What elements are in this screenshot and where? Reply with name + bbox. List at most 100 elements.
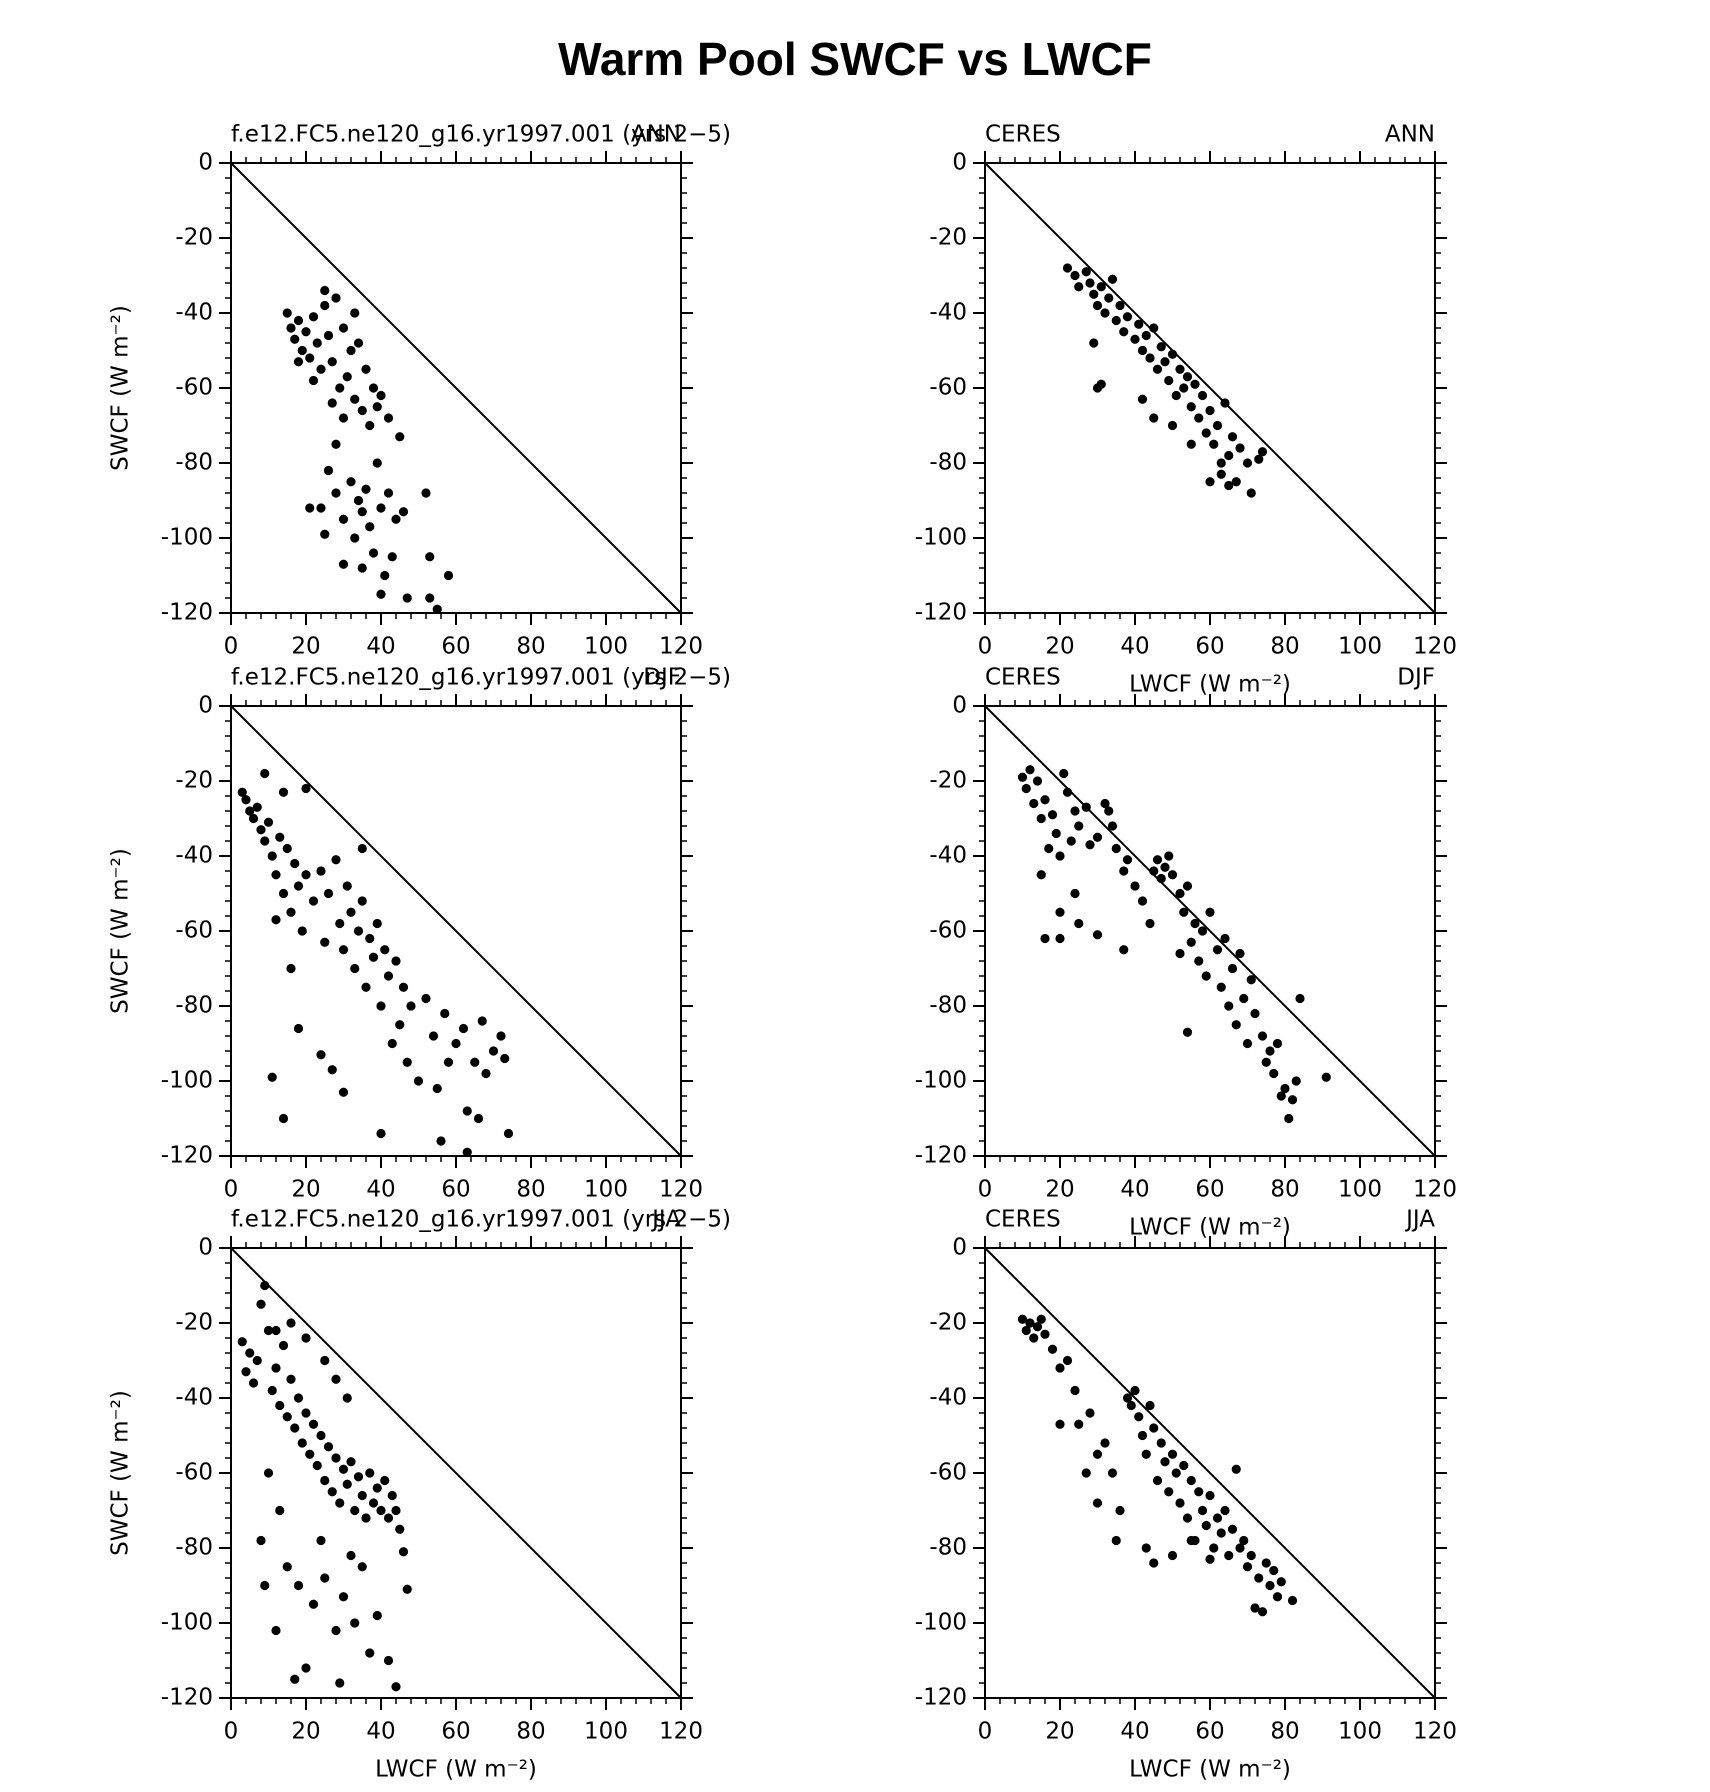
- scatter-point: [256, 1299, 266, 1309]
- x-tick-label: 60: [1195, 1719, 1224, 1745]
- scatter-point: [365, 933, 375, 944]
- scatter-point: [1179, 907, 1189, 917]
- scatter-point: [372, 1483, 382, 1493]
- scatter-point: [338, 323, 349, 333]
- scatter-point: [368, 1498, 379, 1508]
- scatter-point: [320, 937, 330, 947]
- scatter-point: [1287, 1595, 1298, 1606]
- scatter-point: [1111, 843, 1121, 854]
- scatter-point: [346, 907, 356, 917]
- y-tick-label: -60: [175, 1460, 213, 1486]
- scatter-point: [1107, 821, 1118, 831]
- scatter-point: [1179, 1460, 1189, 1471]
- scatter-point: [308, 312, 319, 322]
- scatter-point: [278, 1340, 289, 1351]
- scatter-point: [282, 1562, 292, 1572]
- x-tick-label: 60: [1195, 634, 1224, 660]
- scatter-point: [350, 1505, 360, 1516]
- scatter-point: [1115, 300, 1125, 311]
- y-tick-label: -100: [161, 525, 213, 551]
- scatter-point: [293, 315, 304, 326]
- x-tick-label: 20: [291, 634, 320, 660]
- scatter-point: [406, 1001, 416, 1011]
- scatter-point: [1160, 357, 1170, 367]
- scatter-point: [1036, 1314, 1046, 1324]
- scatter-point: [338, 1087, 349, 1097]
- x-tick-label: 100: [1338, 1177, 1382, 1203]
- scatter-point: [252, 802, 262, 812]
- scatter-point: [1081, 1468, 1091, 1478]
- scatter-point: [1070, 1385, 1080, 1396]
- scatter-point: [383, 971, 394, 981]
- scatter-point: [1186, 1535, 1196, 1546]
- scatter-point: [1269, 1565, 1279, 1576]
- scatter-point: [395, 1524, 405, 1534]
- y-tick-label: -100: [915, 1068, 967, 1094]
- scatter-point: [1167, 349, 1178, 359]
- scatter-point: [1055, 851, 1065, 861]
- scatter-point: [1224, 480, 1234, 491]
- scatter-point: [391, 514, 401, 524]
- scatter-point: [1074, 282, 1084, 292]
- scatter-point: [245, 1348, 255, 1358]
- scatter-point: [1276, 1577, 1286, 1587]
- scatter-point: [1134, 1412, 1144, 1422]
- scatter-point: [1291, 1076, 1301, 1086]
- x-axis-label: LWCF (W m⁻²): [375, 1757, 537, 1783]
- scatter-point: [365, 420, 375, 431]
- scatter-point: [425, 552, 435, 562]
- scatter-point: [267, 851, 277, 861]
- scatter-point: [1092, 930, 1103, 940]
- scatter-point: [350, 963, 360, 974]
- scatter-point: [256, 825, 266, 835]
- scatter-point: [327, 398, 337, 408]
- y-tick-label: -60: [929, 1460, 967, 1486]
- scatter-point: [1257, 1607, 1268, 1617]
- scatter-point: [376, 1001, 386, 1011]
- scatter-point: [1246, 975, 1256, 985]
- panel-left-title: CERES: [985, 122, 1061, 148]
- scatter-point: [1246, 488, 1256, 498]
- scatter-point: [387, 1490, 397, 1501]
- scatter-point: [1036, 813, 1046, 824]
- scatter-point: [1141, 1543, 1151, 1553]
- scatter-point: [1130, 1385, 1140, 1396]
- y-tick-label: -20: [175, 768, 213, 794]
- scatter-point: [365, 1648, 375, 1658]
- scatter-point: [308, 375, 319, 386]
- scatter-point: [1096, 379, 1106, 389]
- scatter-point: [1212, 420, 1223, 431]
- scatter-point: [391, 956, 401, 966]
- scatter-point: [1205, 405, 1215, 416]
- scatter-point: [290, 334, 300, 344]
- x-tick-label: 120: [1413, 1719, 1457, 1745]
- scatter-point: [1272, 1592, 1283, 1602]
- y-tick-label: -80: [929, 450, 967, 476]
- scatter-point: [338, 559, 349, 569]
- y-tick-label: -60: [929, 918, 967, 944]
- x-tick-label: 0: [224, 634, 239, 660]
- scatter-point: [1156, 342, 1166, 352]
- scatter-point: [346, 1457, 356, 1467]
- scatter-point: [1137, 345, 1148, 356]
- scatter-point: [1130, 334, 1140, 344]
- scatter-point: [1137, 1430, 1148, 1441]
- scatter-point: [1186, 1475, 1196, 1486]
- scatter-point: [1257, 447, 1268, 457]
- x-tick-label: 80: [516, 1719, 545, 1745]
- scatter-point: [1257, 1031, 1268, 1041]
- scatter-point: [1156, 873, 1166, 884]
- scatter-point: [357, 563, 367, 573]
- scatter-point: [1017, 772, 1028, 782]
- scatter-point: [278, 1113, 289, 1124]
- y-axis-label: SWCF (W m⁻²): [108, 848, 134, 1014]
- scatter-point: [1164, 1487, 1174, 1497]
- x-tick-label: 100: [584, 1177, 628, 1203]
- x-tick-label: 0: [978, 1719, 993, 1745]
- scatter-point: [301, 1333, 311, 1343]
- scatter-point: [1182, 372, 1193, 382]
- scatter-point: [293, 357, 304, 367]
- scatter-point: [1167, 870, 1178, 880]
- scatter-point: [1250, 1008, 1260, 1019]
- scatter-point: [361, 484, 371, 494]
